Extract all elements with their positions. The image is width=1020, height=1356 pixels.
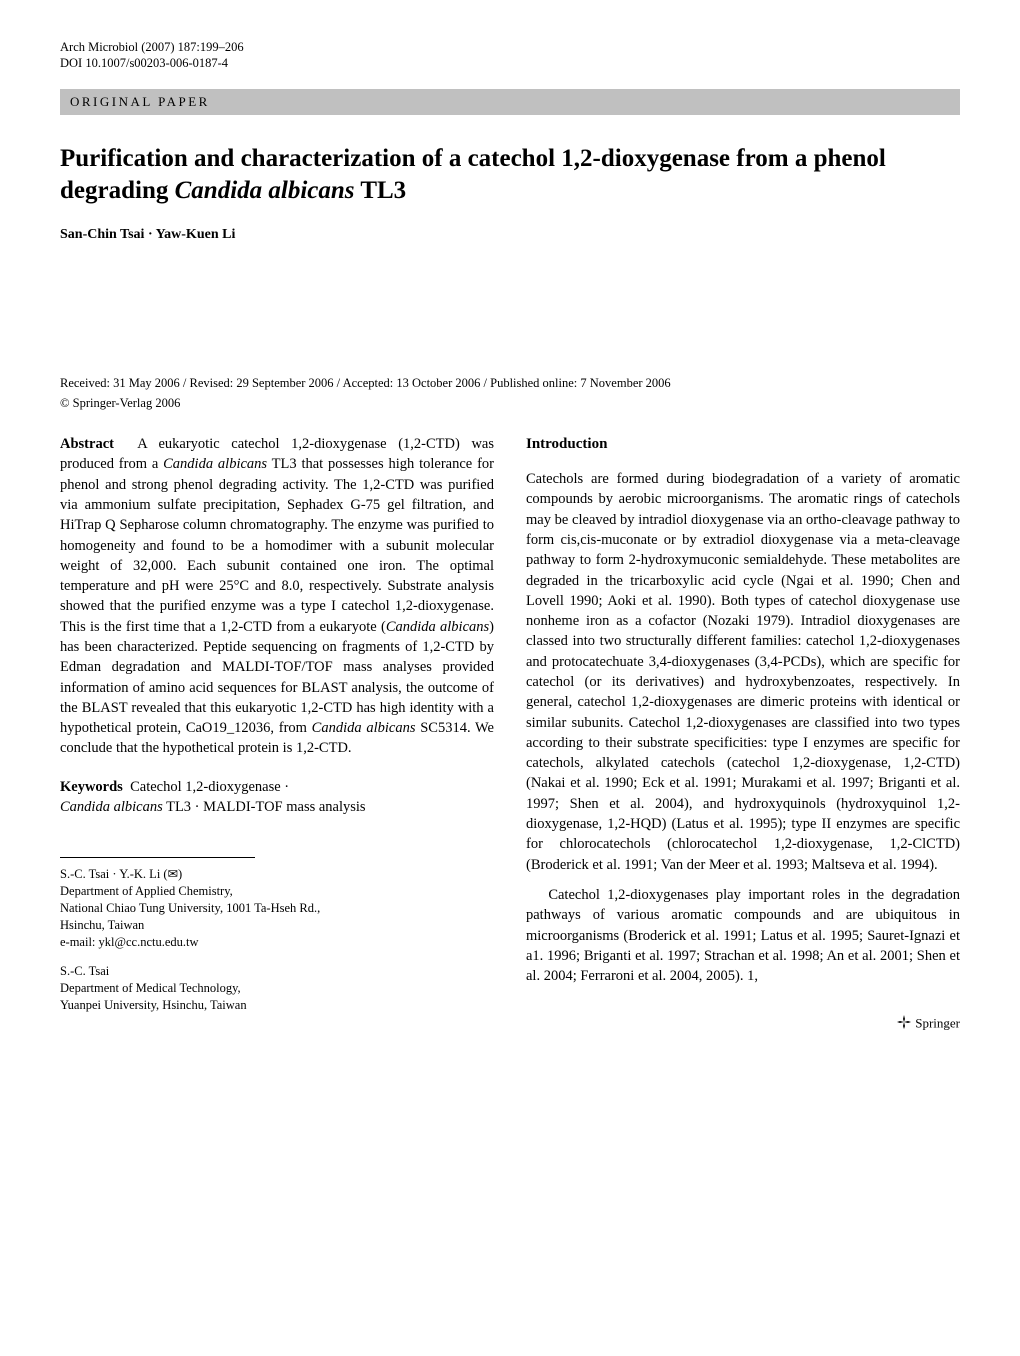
header-meta: Arch Microbiol (2007) 187:199–206 DOI 10…: [60, 40, 960, 71]
springer-logo-icon: [896, 1014, 912, 1035]
category-banner: ORIGINAL PAPER: [60, 89, 960, 115]
journal-line: Arch Microbiol (2007) 187:199–206: [60, 40, 960, 56]
author-line: San-Chin Tsai · Yaw-Kuen Li: [60, 225, 960, 245]
affiliation-2-line-0: Department of Medical Technology,: [60, 980, 494, 997]
article-title: Purification and characterization of a c…: [60, 143, 960, 207]
abstract-block: Abstract A eukaryotic catechol 1,2-dioxy…: [60, 434, 494, 759]
copyright-line: © Springer-Verlag 2006: [60, 395, 960, 413]
abstract-label: Abstract: [60, 436, 114, 452]
two-column-layout: Abstract A eukaryotic catechol 1,2-dioxy…: [60, 434, 960, 1036]
keywords-label: Keywords: [60, 779, 123, 795]
introduction-para-2: Catechol 1,2-dioxygenases play important…: [526, 885, 960, 986]
received-line: Received: 31 May 2006 / Revised: 29 Sept…: [60, 375, 960, 393]
right-column: Introduction Catechols are formed during…: [526, 434, 960, 1036]
introduction-para-2-text: Catechol 1,2-dioxygenases play important…: [526, 887, 960, 984]
affiliation-1-line-3: e-mail: ykl@cc.nctu.edu.tw: [60, 934, 494, 951]
doi-line: DOI 10.1007/s00203-006-0187-4: [60, 56, 960, 72]
keywords-block: Keywords Catechol 1,2-dioxygenase · Cand…: [60, 777, 494, 818]
affiliation-1-line-0: Department of Applied Chemistry,: [60, 883, 494, 900]
introduction-para-1: Catechols are formed during biodegradati…: [526, 469, 960, 875]
introduction-heading: Introduction: [526, 434, 960, 455]
affiliation-2-authors: S.-C. Tsai: [60, 963, 494, 980]
affiliation-separator: [60, 857, 255, 858]
affiliation-1: S.-C. Tsai · Y.-K. Li (✉) Department of …: [60, 866, 494, 950]
affiliation-2-line-1: Yuanpei University, Hsinchu, Taiwan: [60, 997, 494, 1014]
left-column: Abstract A eukaryotic catechol 1,2-dioxy…: [60, 434, 494, 1036]
springer-footer: Springer: [526, 1014, 960, 1035]
affiliation-1-line-2: Hsinchu, Taiwan: [60, 917, 494, 934]
affiliation-1-authors: S.-C. Tsai · Y.-K. Li (✉): [60, 866, 494, 883]
affiliation-1-line-1: National Chiao Tung University, 1001 Ta-…: [60, 900, 494, 917]
springer-text: Springer: [915, 1016, 960, 1031]
affiliation-2: S.-C. Tsai Department of Medical Technol…: [60, 963, 494, 1014]
